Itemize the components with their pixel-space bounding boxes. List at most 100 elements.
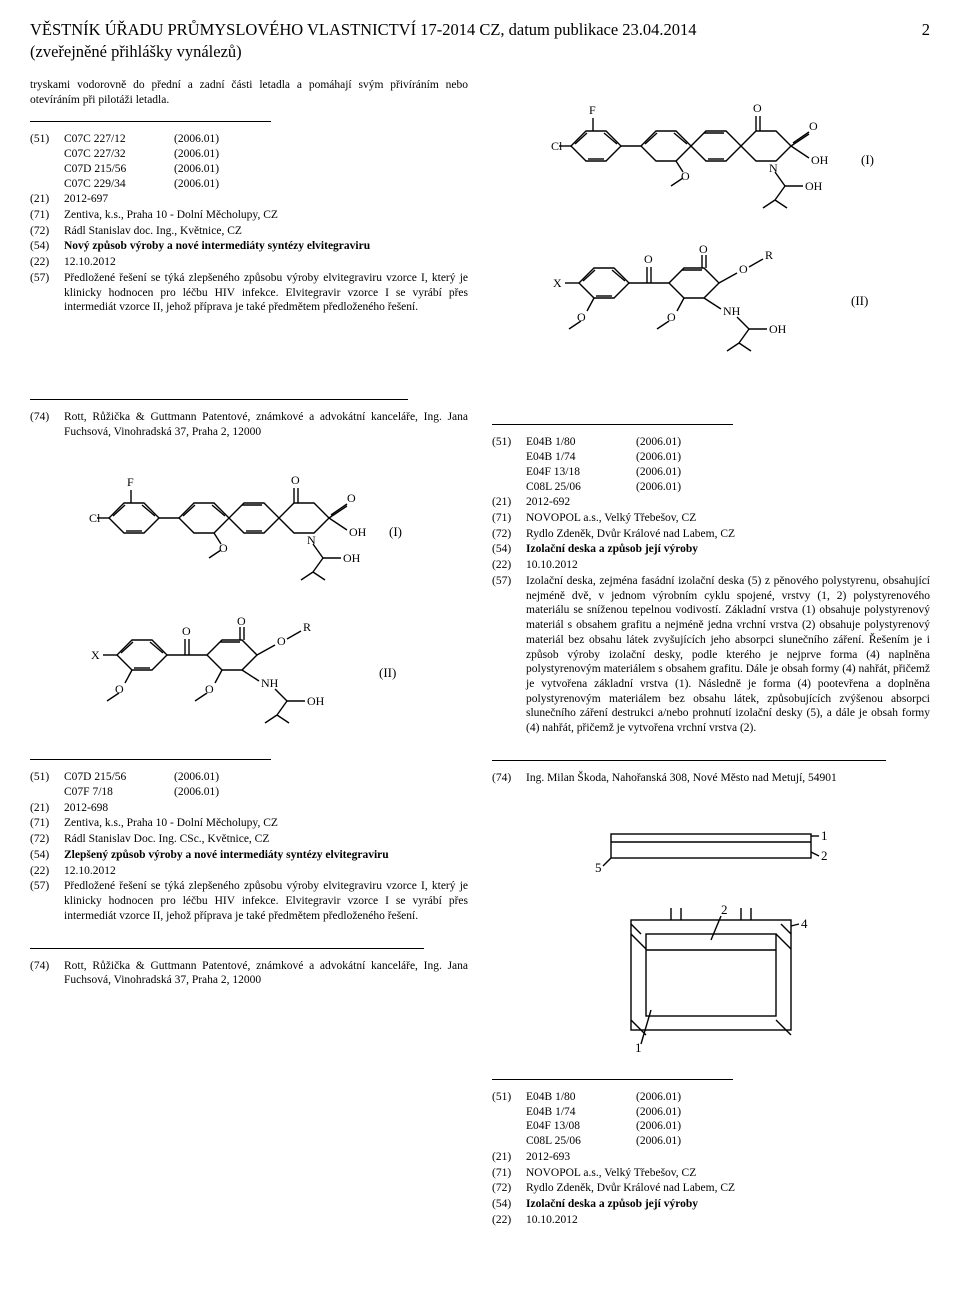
code-57: (57) <box>492 574 526 746</box>
class-version: (2006.01) <box>636 465 681 480</box>
code-54: (54) <box>492 1197 526 1212</box>
chemical-structure-II-repeat: X O O O O R NH O OH (II) <box>30 611 468 746</box>
separator <box>492 424 733 425</box>
separator <box>492 1079 733 1080</box>
svg-text:O: O <box>644 252 653 266</box>
svg-text:5: 5 <box>595 860 602 875</box>
code-22: (22) <box>30 255 64 270</box>
class-version: (2006.01) <box>174 770 219 785</box>
svg-text:R: R <box>765 248 773 262</box>
svg-text:OH: OH <box>811 153 829 167</box>
application-number: 2012-692 <box>526 495 930 510</box>
class-version: (2006.01) <box>636 435 681 450</box>
separator <box>30 948 424 949</box>
agent: Ing. Milan Škoda, Nahořanská 308, Nové M… <box>526 771 930 786</box>
header-title: VĚSTNÍK ÚŘADU PRŮMYSLOVÉHO VLASTNICTVÍ 1… <box>30 20 930 40</box>
svg-text:R: R <box>303 620 311 634</box>
class-code: E04B 1/74 <box>526 1105 636 1120</box>
svg-text:O: O <box>753 101 762 115</box>
code-74: (74) <box>492 771 526 796</box>
svg-text:1: 1 <box>635 1040 642 1055</box>
applicant: Zentiva, k.s., Praha 10 - Dolní Měcholup… <box>64 208 468 223</box>
inventor: Rádl Stanislav doc. Ing., Květnice, CZ <box>64 224 468 239</box>
class-code: C08L 25/06 <box>526 480 636 495</box>
code-21: (21) <box>30 192 64 207</box>
inventor: Rydlo Zdeněk, Dvůr Králové nad Labem, CZ <box>526 1181 930 1196</box>
svg-text:O: O <box>237 614 246 628</box>
svg-text:OH: OH <box>349 525 367 539</box>
code-54: (54) <box>30 239 64 254</box>
application-number: 2012-698 <box>64 801 468 816</box>
svg-text:O: O <box>291 473 300 487</box>
applicant: NOVOPOL a.s., Velký Třebešov, CZ <box>526 511 930 526</box>
code-57: (57) <box>30 879 64 933</box>
code-54: (54) <box>30 848 64 863</box>
chemical-structure-II: X O O <box>492 239 930 374</box>
class-version: (2006.01) <box>174 177 219 192</box>
svg-text:F: F <box>127 475 134 489</box>
figure-panel-side: 1 2 5 <box>492 806 930 891</box>
code-22: (22) <box>30 864 64 879</box>
class-code: C07C 229/34 <box>64 177 174 192</box>
code-71: (71) <box>30 816 64 831</box>
invention-title: Izolační deska a způsob její výroby <box>526 1197 930 1212</box>
code-51: (51) <box>30 770 64 799</box>
code-74: (74) <box>30 410 64 449</box>
class-version: (2006.01) <box>636 1134 681 1149</box>
class-version: (2006.01) <box>636 450 681 465</box>
class-version: (2006.01) <box>636 1119 681 1134</box>
formula-label-II: (II) <box>851 293 868 308</box>
svg-text:OH: OH <box>307 694 325 708</box>
svg-text:N: N <box>769 161 778 175</box>
code-71: (71) <box>492 511 526 526</box>
code-71: (71) <box>492 1166 526 1181</box>
svg-text:NH: NH <box>723 304 741 318</box>
class-code: C07D 215/56 <box>64 162 174 177</box>
abstract: Předložené řešení se týká zlepšeného způ… <box>64 879 468 923</box>
filing-date: 12.10.2012 <box>64 255 468 270</box>
intro-paragraph: tryskami vodorovně do přední a zadní čás… <box>30 78 468 107</box>
class-code: E04B 1/74 <box>526 450 636 465</box>
code-22: (22) <box>492 1213 526 1228</box>
invention-title: Zlepšený způsob výroby a nové intermediá… <box>64 848 468 863</box>
code-21: (21) <box>492 495 526 510</box>
chemical-structure-I-repeat: Cl F O O OH N O OH <box>30 458 468 603</box>
figure-mold-section: 2 4 1 <box>492 900 930 1065</box>
code-21: (21) <box>492 1150 526 1165</box>
svg-text:OH: OH <box>805 179 823 193</box>
code-22: (22) <box>492 558 526 573</box>
code-74: (74) <box>30 959 64 998</box>
inventor: Rádl Stanislav Doc. Ing. CSc., Květnice,… <box>64 832 468 847</box>
code-51: (51) <box>492 435 526 494</box>
invention-title: Izolační deska a způsob její výroby <box>526 542 930 557</box>
code-57: (57) <box>30 271 64 325</box>
formula-label-I: (I) <box>861 152 874 167</box>
code-54: (54) <box>492 542 526 557</box>
class-version: (2006.01) <box>174 132 219 147</box>
class-version: (2006.01) <box>174 785 219 800</box>
applicant: Zentiva, k.s., Praha 10 - Dolní Měcholup… <box>64 816 468 831</box>
svg-text:NH: NH <box>261 676 279 690</box>
applicant: NOVOPOL a.s., Velký Třebešov, CZ <box>526 1166 930 1181</box>
class-code: C08L 25/06 <box>526 1134 636 1149</box>
svg-text:OH: OH <box>343 551 361 565</box>
svg-text:(II): (II) <box>379 665 396 680</box>
svg-text:X: X <box>553 276 562 290</box>
svg-text:(I): (I) <box>389 524 402 539</box>
svg-text:N: N <box>307 533 316 547</box>
separator <box>30 759 271 760</box>
header-subtitle: (zveřejněné přihlášky vynálezů) <box>30 42 930 62</box>
agent: Rott, Růžička & Guttmann Patentové, znám… <box>64 959 468 988</box>
class-code: C07C 227/12 <box>64 132 174 147</box>
class-code: C07C 227/32 <box>64 147 174 162</box>
invention-title: Nový způsob výroby a nové intermediáty s… <box>64 239 468 254</box>
class-version: (2006.01) <box>174 162 219 177</box>
svg-text:4: 4 <box>801 916 808 931</box>
class-version: (2006.01) <box>636 1105 681 1120</box>
class-code: C07F 7/18 <box>64 785 174 800</box>
svg-text:2: 2 <box>821 848 828 863</box>
class-code: E04F 13/18 <box>526 465 636 480</box>
svg-text:2: 2 <box>721 902 728 917</box>
svg-text:OH: OH <box>769 322 787 336</box>
code-71: (71) <box>30 208 64 223</box>
